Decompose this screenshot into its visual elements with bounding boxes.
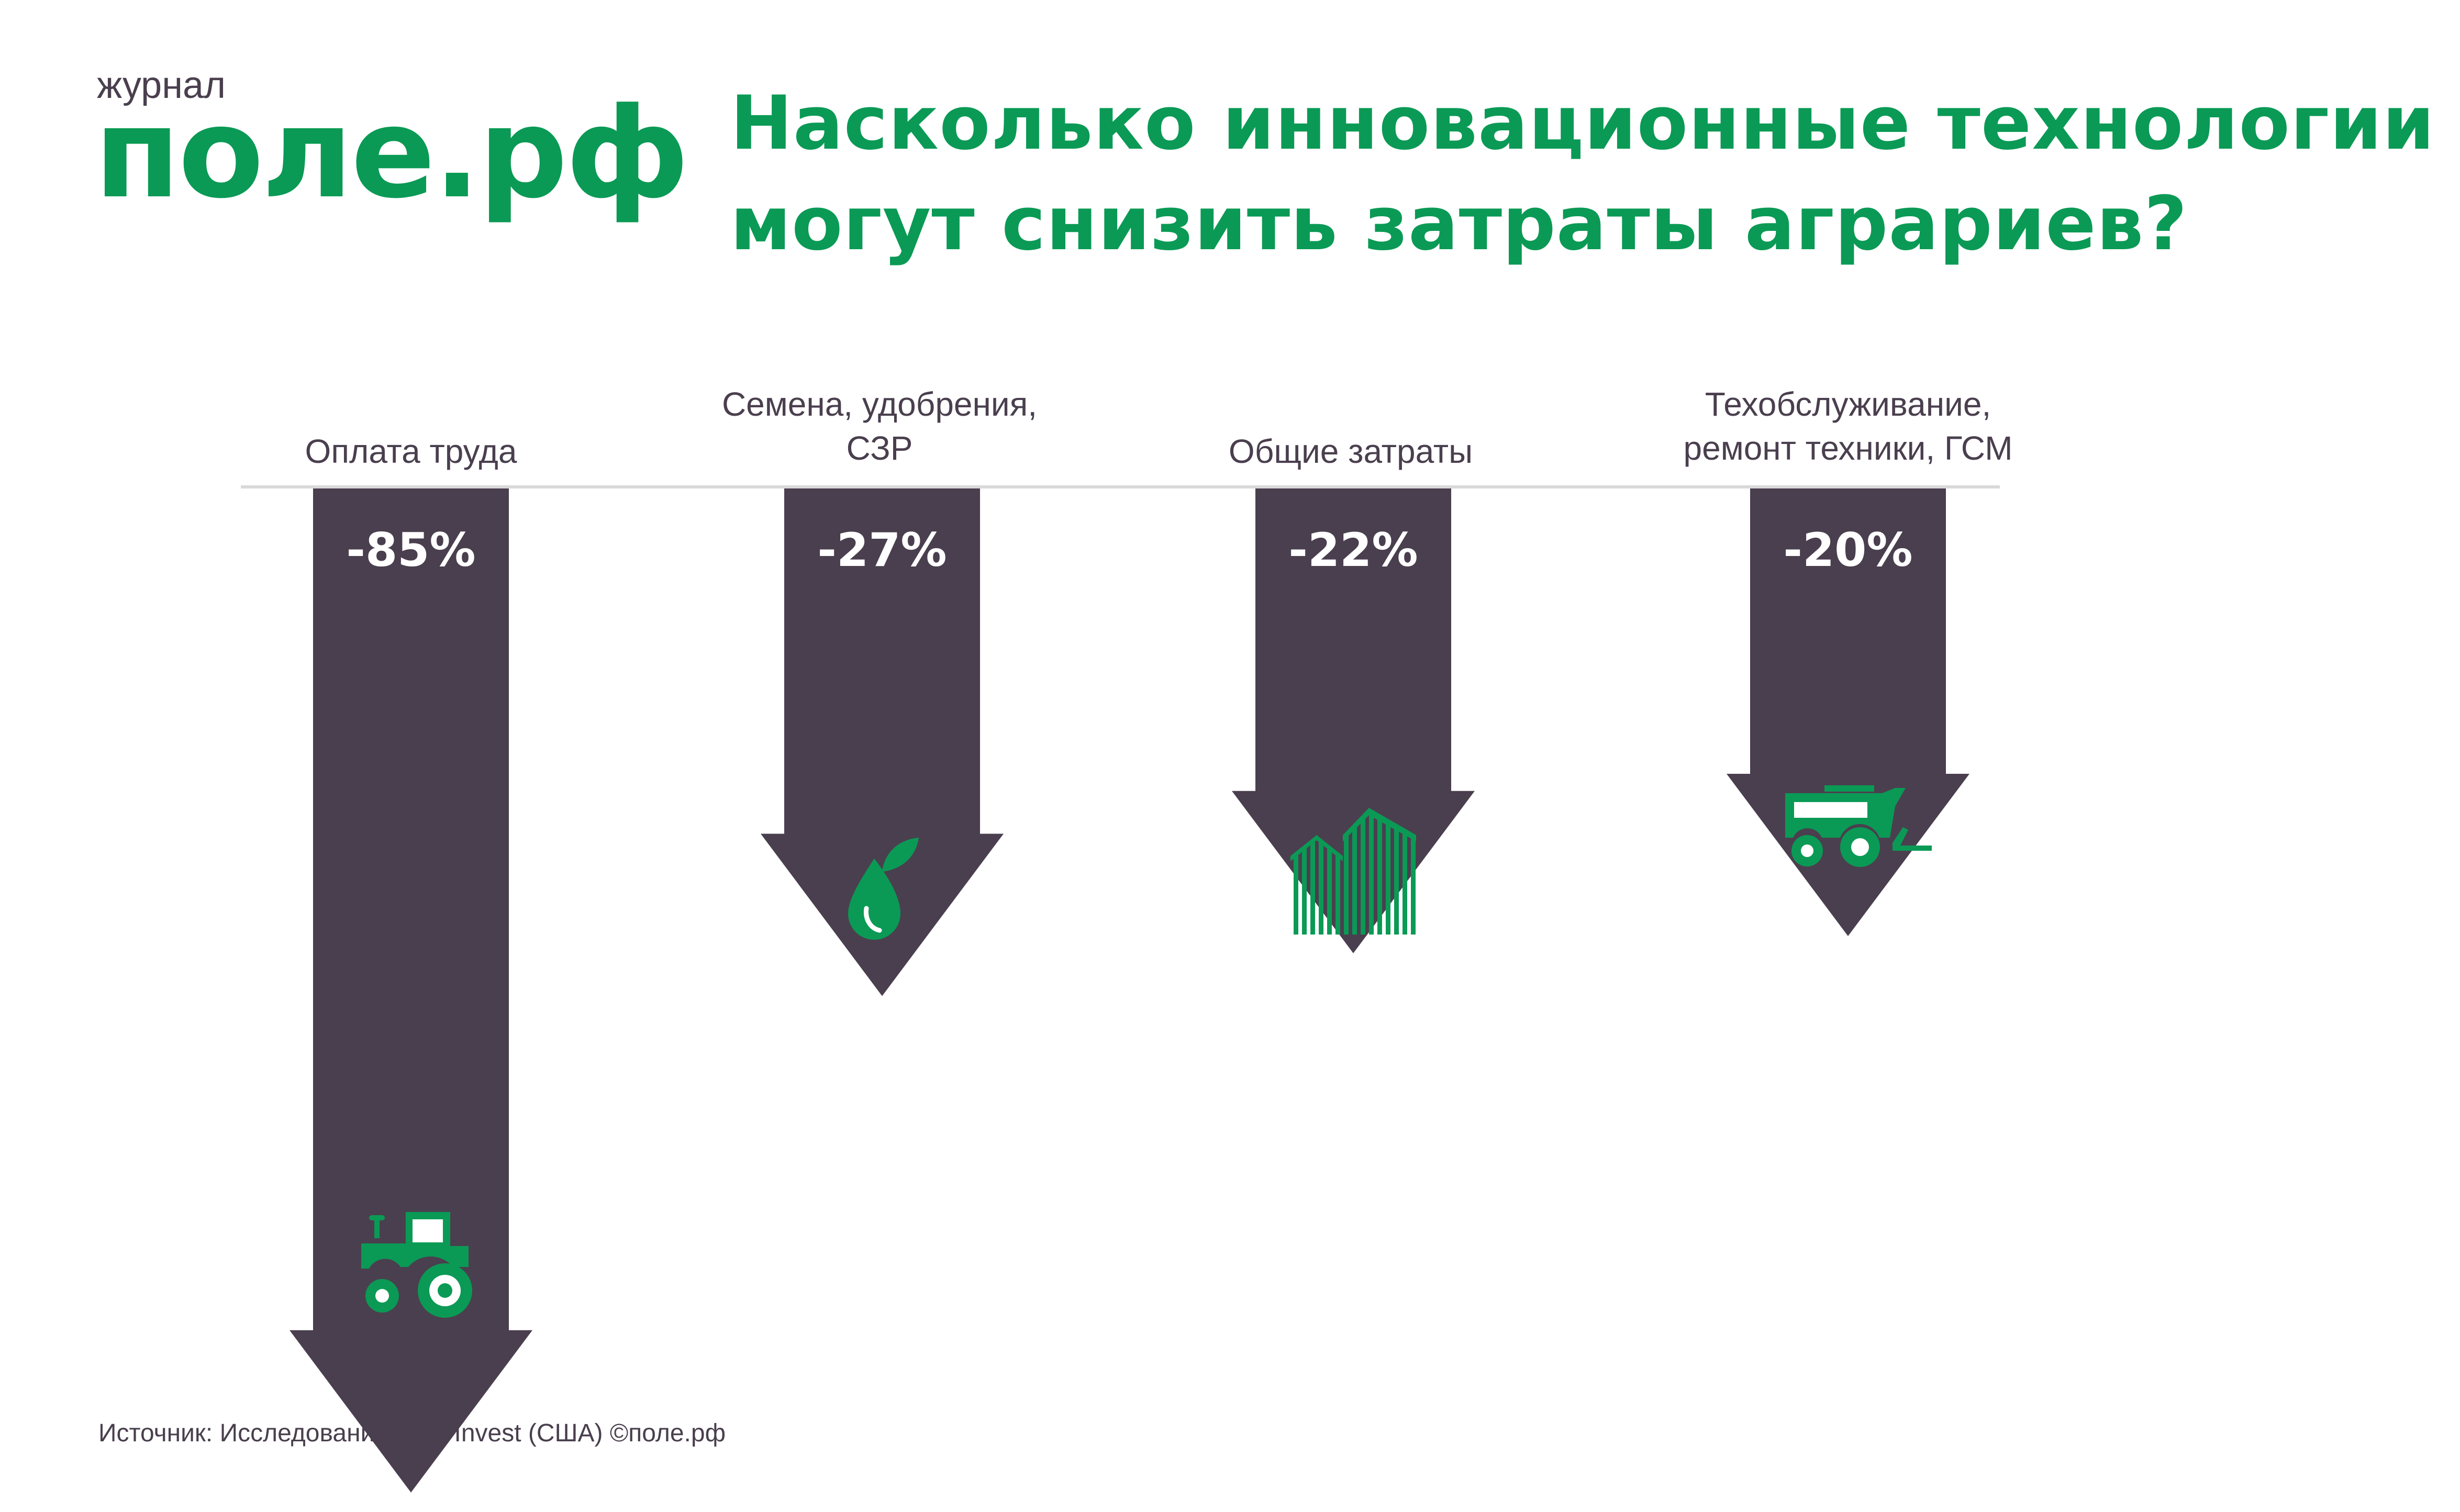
category-label-4-line-1: Техобслуживание, (1705, 385, 1991, 423)
value-label-4: -20% (1783, 523, 1912, 577)
tractor-icon (361, 1212, 472, 1318)
page-title: Насколько инновационные технологии могут… (730, 73, 2435, 274)
value-label-3: -22% (1288, 523, 1418, 577)
seed-drop-icon (848, 838, 919, 940)
category-label-2-line-1: Семена, удобрения, (721, 385, 1038, 423)
title-line-2: могут снизить затраты аграриев? (730, 181, 2188, 267)
farm-building-icon (1290, 808, 1416, 935)
category-label-1-line-1: Оплата труда (305, 432, 517, 470)
baseline (241, 485, 2000, 488)
category-label-4: Техобслуживание, ремонт техники, ГСМ (1612, 382, 2084, 470)
arrow-bar-1 (290, 488, 532, 1493)
combine-harvester-icon (1785, 785, 1932, 867)
value-label-1: -85% (346, 523, 475, 577)
brand-name: поле.рф (94, 81, 689, 226)
arrow-bar-2 (761, 488, 1004, 996)
title-line-1: Насколько инновационные технологии (730, 80, 2435, 166)
category-label-2: Семена, удобрения, СЗР (644, 382, 1115, 470)
category-label-4-line-2: ремонт техники, ГСМ (1683, 429, 2013, 467)
category-label-3-line-1: Общие затраты (1228, 432, 1473, 470)
category-label-3: Общие затраты (1115, 429, 1586, 473)
source-note: Источник: Исследование ARK Invest (США) … (98, 1419, 726, 1447)
brand-small-text: журнал (97, 64, 226, 106)
category-label-2-line-2: СЗР (846, 429, 913, 467)
category-label-1: Оплата труда (175, 429, 647, 473)
value-label-2: -27% (817, 523, 947, 577)
